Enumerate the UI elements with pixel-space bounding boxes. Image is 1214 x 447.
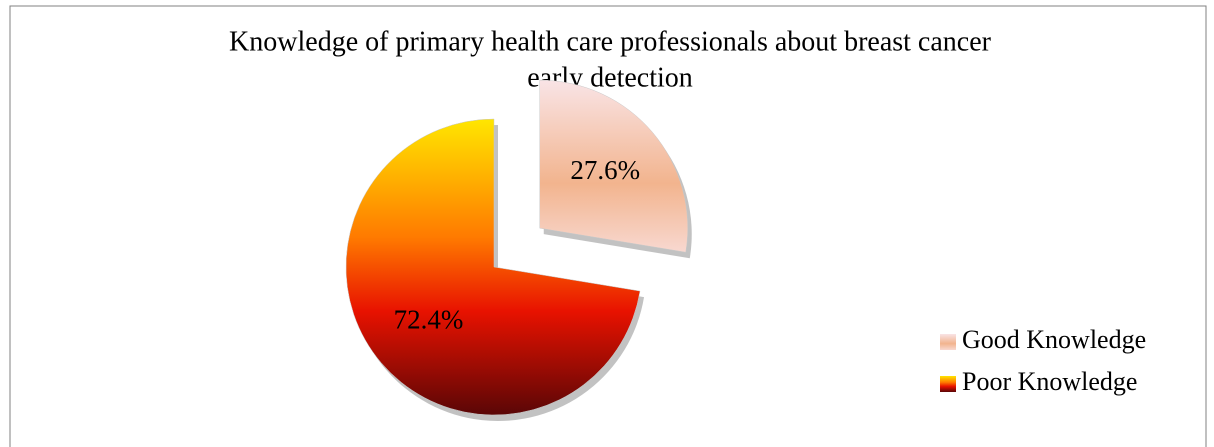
data-label: 72.4%	[394, 305, 464, 335]
slice	[539, 79, 688, 253]
legend: Good Knowledge Poor Knowledge	[940, 325, 1146, 396]
data-label: 27.6%	[570, 155, 640, 185]
chart-title: Knowledge of primary health care profess…	[229, 26, 992, 57]
chart-frame	[9, 5, 1207, 447]
legend-swatch	[940, 376, 956, 392]
slice	[345, 118, 641, 416]
legend-label: Good Knowledge	[962, 325, 1146, 354]
legend-swatch	[940, 334, 956, 350]
pie: 27.6% 72.4%	[345, 79, 692, 421]
legend-label: Poor Knowledge	[962, 367, 1137, 396]
